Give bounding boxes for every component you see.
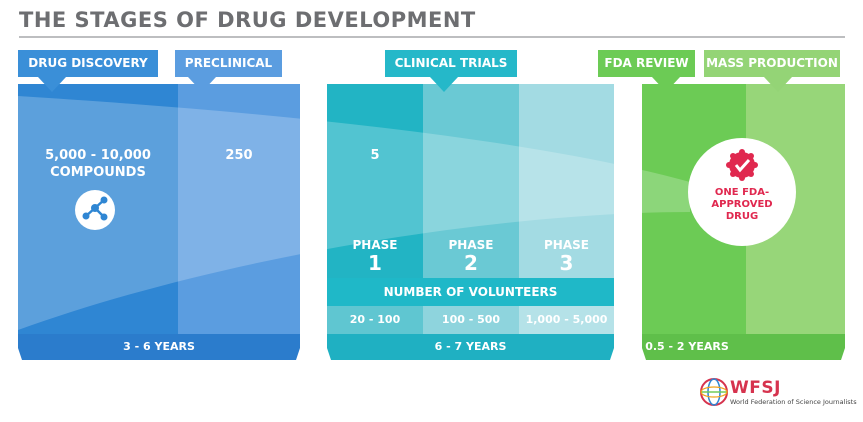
phase-3-volunteers: 1,000 - 5,000 — [525, 313, 608, 326]
wfsj-logo-text: WFSJ — [730, 378, 781, 398]
phase-3-label: PHASE — [544, 238, 589, 252]
discovery-count: 5,000 - 10,000 — [45, 148, 151, 163]
tab-mass-production: MASS PRODUCTION — [706, 56, 838, 70]
tab-clinical-bg — [385, 50, 517, 77]
duration-discovery-preclinical: 3 - 6 YEARS — [123, 340, 195, 353]
wfsj-globe-icon — [700, 378, 728, 406]
volunteers-cell-3 — [519, 306, 614, 334]
tab-mass-notch — [764, 77, 792, 92]
phase-2-label: PHASE — [448, 238, 494, 252]
volunteers-band — [327, 278, 614, 306]
wfsj-tagline: World Federation of Science Journalists — [730, 398, 857, 406]
footer-fda-bg — [642, 334, 845, 360]
phase-1-volunteers: 20 - 100 — [349, 313, 401, 326]
phase-1-label: PHASE — [352, 238, 398, 252]
tab-mass-bg — [704, 50, 840, 77]
approved-line-1: ONE FDA- — [714, 187, 770, 198]
footer-discovery-bg — [18, 334, 300, 360]
clinical-count: 5 — [370, 148, 380, 163]
approved-line-3: DRUG — [725, 211, 759, 222]
phase-2-number: 2 — [464, 251, 478, 275]
approved-drug-text: ONE FDA- APPROVED DRUG — [700, 187, 784, 223]
tab-discovery-bg — [18, 50, 158, 77]
volunteers-cell-1 — [327, 306, 423, 334]
volunteers-cell-2 — [423, 306, 519, 334]
phase1-panel — [327, 84, 423, 278]
duration-clinical: 6 - 7 YEARS — [434, 340, 507, 353]
preclinical-count: 250 — [225, 148, 253, 163]
tab-fda-notch — [652, 77, 680, 92]
tab-preclinical: PRECLINICAL — [184, 56, 273, 70]
checkmark-seal-icon — [726, 149, 758, 181]
phase-2-volunteers: 100 - 500 — [441, 313, 501, 326]
tab-preclinical-bg — [175, 50, 282, 77]
phase-3-number: 3 — [559, 251, 574, 275]
duration-fda: 0.5 - 2 YEARS — [645, 340, 729, 353]
tab-fda-bg — [598, 50, 695, 77]
phase2-panel — [423, 84, 519, 278]
phase-2: PHASE 2 — [423, 238, 519, 274]
phase-3: PHASE 3 — [519, 238, 614, 274]
approved-line-2: APPROVED — [711, 199, 773, 210]
volunteers-label: NUMBER OF VOLUNTEERS — [383, 285, 558, 299]
funnel-flow — [18, 96, 690, 330]
phase-1-number: 1 — [368, 251, 382, 275]
footer-clinical-bg — [327, 334, 614, 360]
phase3-panel — [519, 84, 614, 278]
discovery-count-unit: COMPOUNDS — [50, 165, 146, 180]
tab-clinical-notch — [430, 77, 458, 92]
tab-drug-discovery: DRUG DISCOVERY — [28, 56, 148, 70]
title-divider — [19, 36, 845, 38]
tab-preclinical-notch — [188, 77, 216, 92]
preclinical-panel — [178, 84, 300, 340]
phase-1: PHASE 1 — [327, 238, 423, 274]
molecule-icon — [75, 190, 115, 230]
approved-badge — [688, 138, 796, 246]
tab-clinical-trials: CLINICAL TRIALS — [394, 56, 508, 70]
tab-discovery-notch — [38, 77, 66, 92]
page-title: THE STAGES OF DRUG DEVELOPMENT — [19, 8, 476, 32]
tab-fda-review: FDA REVIEW — [604, 56, 689, 70]
